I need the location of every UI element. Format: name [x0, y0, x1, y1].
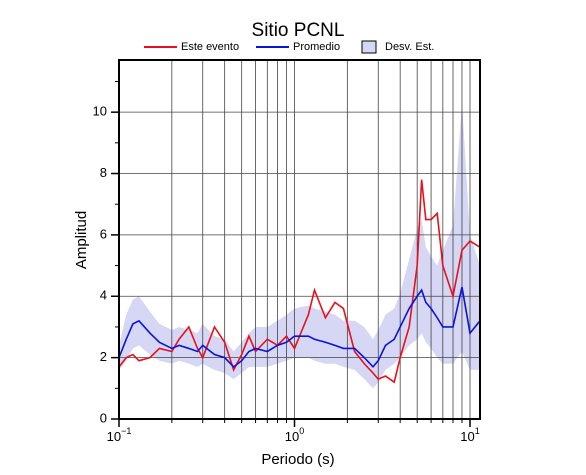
x-tick-label: 100 [285, 426, 304, 444]
y-tick-label: 0 [100, 410, 107, 425]
x-tick-label: 10−1 [107, 426, 132, 444]
x-tick-base: 10 [107, 429, 121, 444]
y-tick-label: 10 [93, 104, 107, 119]
x-tick-base: 10 [460, 429, 474, 444]
x-axis-label: Periodo (s) [261, 451, 334, 468]
y-tick-label: 6 [100, 226, 107, 241]
legend-swatch [361, 40, 377, 54]
plot-frame [118, 59, 481, 420]
x-tick-exponent: 1 [475, 426, 480, 436]
y-tick-label: 2 [100, 349, 107, 364]
std-band [119, 102, 480, 389]
x-tick-label: 101 [460, 426, 479, 444]
legend-label: Este evento [181, 41, 239, 53]
y-axis-label: Amplitud [73, 211, 90, 269]
x-tick-base: 10 [285, 429, 299, 444]
chart-title: Sitio PCNL [252, 20, 345, 41]
y-tick-label: 4 [100, 288, 107, 303]
series-line [118, 286, 481, 369]
y-tick-label: 8 [100, 165, 107, 180]
legend-label: Desv. Est. [385, 41, 434, 53]
x-tick-exponent: −1 [121, 426, 131, 436]
x-tick-exponent: 0 [299, 426, 304, 436]
series-line [118, 179, 481, 384]
legend-label: Promedio [293, 41, 340, 53]
